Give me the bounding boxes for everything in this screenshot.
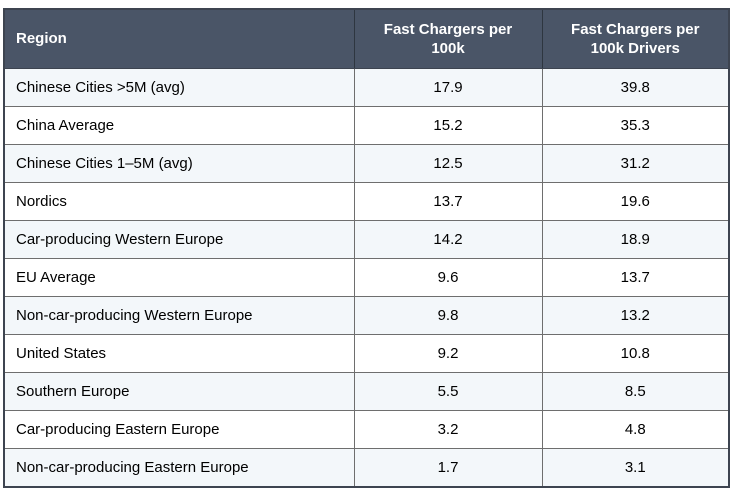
per-100k-drivers-cell: 19.6 xyxy=(541,182,730,221)
per-100k-drivers-cell: 13.2 xyxy=(541,296,730,335)
table-row: United States 9.2 10.8 xyxy=(3,334,730,373)
per-100k-cell: 9.6 xyxy=(353,258,543,297)
region-cell: Car-producing Western Europe xyxy=(3,220,355,259)
region-cell: Southern Europe xyxy=(3,372,355,411)
fast-chargers-table: Region Fast Chargers per 100k Fast Charg… xyxy=(3,8,730,488)
per-100k-cell: 1.7 xyxy=(353,448,543,488)
table-row: Southern Europe 5.5 8.5 xyxy=(3,372,730,411)
per-100k-drivers-cell: 31.2 xyxy=(541,144,730,183)
per-100k-cell: 9.2 xyxy=(353,334,543,373)
per-100k-cell: 13.7 xyxy=(353,182,543,221)
table-row: EU Average 9.6 13.7 xyxy=(3,258,730,297)
per-100k-cell: 3.2 xyxy=(353,410,543,449)
per-100k-drivers-cell: 18.9 xyxy=(541,220,730,259)
region-cell: United States xyxy=(3,334,355,373)
chargers-table-container: Region Fast Chargers per 100k Fast Charg… xyxy=(3,8,730,488)
table-row: Non-car-producing Western Europe 9.8 13.… xyxy=(3,296,730,335)
per-100k-drivers-cell: 4.8 xyxy=(541,410,730,449)
per-100k-cell: 5.5 xyxy=(353,372,543,411)
table-header: Region Fast Chargers per 100k Fast Charg… xyxy=(3,8,730,69)
per-100k-cell: 12.5 xyxy=(353,144,543,183)
region-cell: Non-car-producing Eastern Europe xyxy=(3,448,355,488)
per-100k-drivers-cell: 35.3 xyxy=(541,106,730,145)
column-header-per-100k: Fast Chargers per 100k xyxy=(353,8,543,69)
region-cell: EU Average xyxy=(3,258,355,297)
per-100k-cell: 14.2 xyxy=(353,220,543,259)
per-100k-cell: 17.9 xyxy=(353,68,543,107)
region-cell: Non-car-producing Western Europe xyxy=(3,296,355,335)
table-row: Non-car-producing Eastern Europe 1.7 3.1 xyxy=(3,448,730,488)
per-100k-cell: 9.8 xyxy=(353,296,543,335)
per-100k-drivers-cell: 39.8 xyxy=(541,68,730,107)
header-row: Region Fast Chargers per 100k Fast Charg… xyxy=(3,8,730,69)
table-row: Car-producing Eastern Europe 3.2 4.8 xyxy=(3,410,730,449)
table-row: China Average 15.2 35.3 xyxy=(3,106,730,145)
per-100k-drivers-cell: 10.8 xyxy=(541,334,730,373)
table-row: Car-producing Western Europe 14.2 18.9 xyxy=(3,220,730,259)
region-cell: Car-producing Eastern Europe xyxy=(3,410,355,449)
region-cell: Chinese Cities >5M (avg) xyxy=(3,68,355,107)
per-100k-drivers-cell: 13.7 xyxy=(541,258,730,297)
region-cell: Chinese Cities 1–5M (avg) xyxy=(3,144,355,183)
table-row: Chinese Cities >5M (avg) 17.9 39.8 xyxy=(3,68,730,107)
per-100k-drivers-cell: 3.1 xyxy=(541,448,730,488)
region-cell: Nordics xyxy=(3,182,355,221)
table-body: Chinese Cities >5M (avg) 17.9 39.8 China… xyxy=(3,68,730,488)
table-row: Chinese Cities 1–5M (avg) 12.5 31.2 xyxy=(3,144,730,183)
per-100k-drivers-cell: 8.5 xyxy=(541,372,730,411)
column-header-region: Region xyxy=(3,8,355,69)
column-header-per-100k-drivers: Fast Chargers per 100k Drivers xyxy=(541,8,730,69)
per-100k-cell: 15.2 xyxy=(353,106,543,145)
region-cell: China Average xyxy=(3,106,355,145)
table-row: Nordics 13.7 19.6 xyxy=(3,182,730,221)
